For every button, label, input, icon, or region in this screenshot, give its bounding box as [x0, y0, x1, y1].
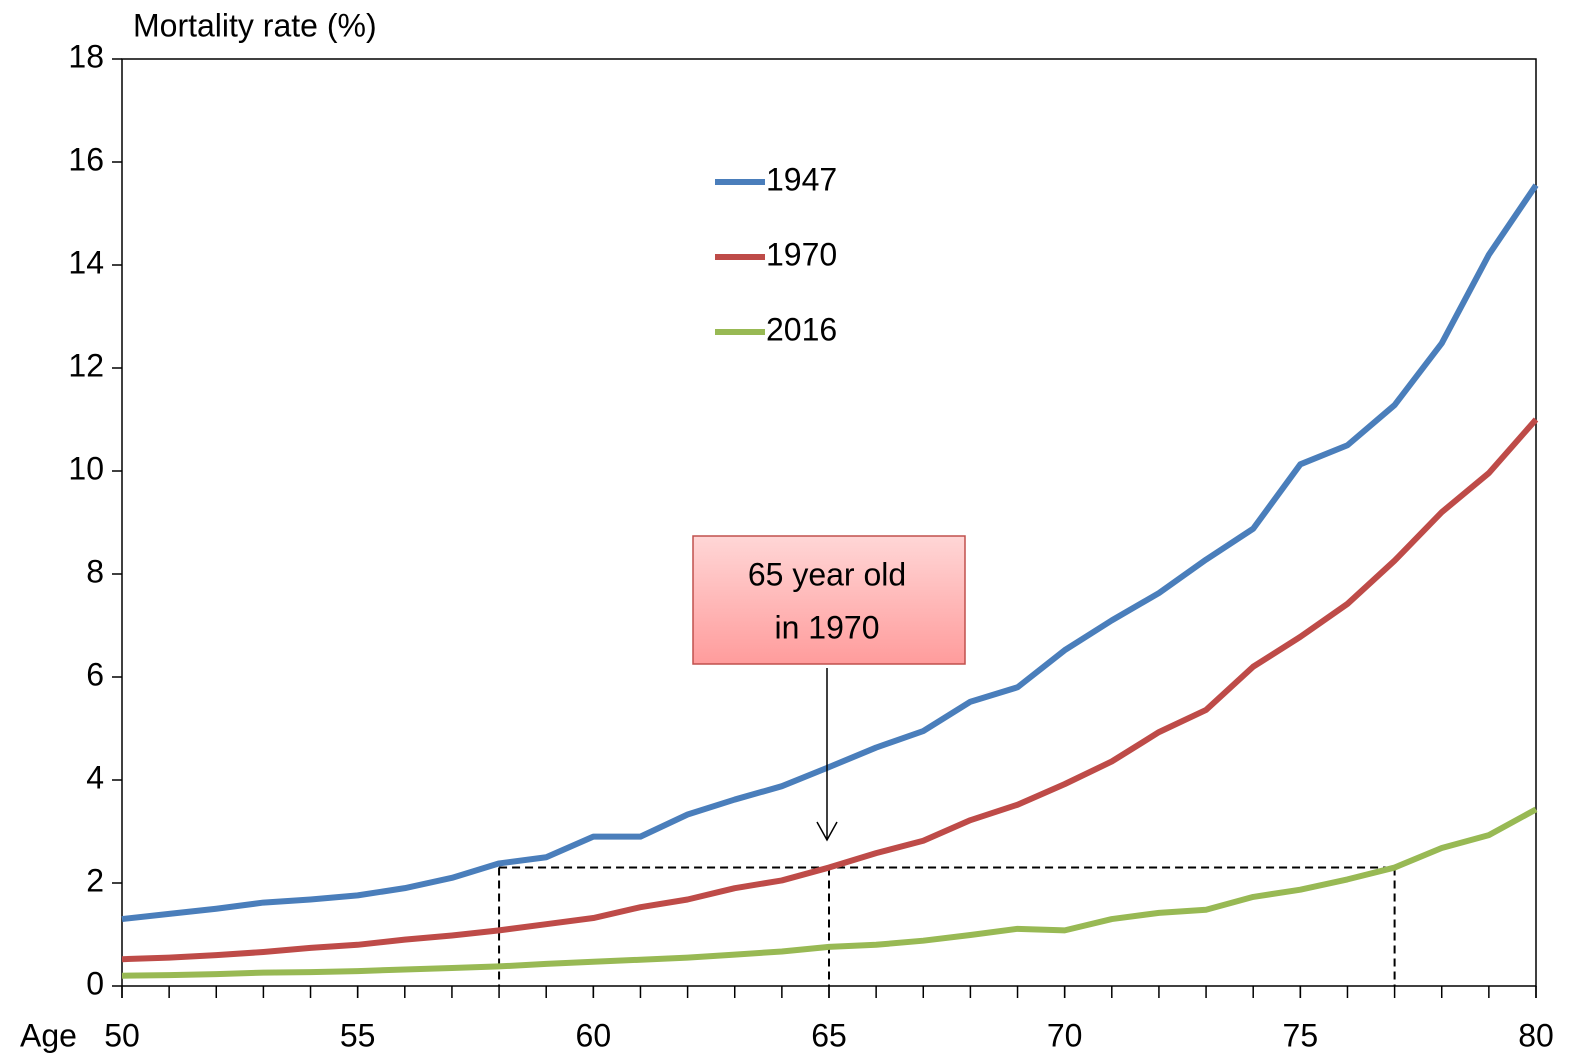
y-tick-label: 16 — [68, 141, 104, 177]
legend-label: 1947 — [766, 161, 837, 197]
x-tick-label: 70 — [1047, 1017, 1083, 1053]
legend-label: 2016 — [766, 311, 837, 347]
y-tick-label: 18 — [68, 38, 104, 74]
y-tick-label: 14 — [68, 244, 104, 280]
y-tick-label: 0 — [86, 965, 104, 1001]
y-tick-label: 2 — [86, 862, 104, 898]
x-axis-label: Age — [20, 1017, 77, 1053]
annotation-text: in 1970 — [775, 609, 880, 645]
x-tick-label: 55 — [340, 1017, 376, 1053]
legend-label: 1970 — [766, 236, 837, 272]
y-tick-label: 10 — [68, 450, 104, 486]
x-tick-label: 75 — [1283, 1017, 1319, 1053]
y-tick-label: 12 — [68, 347, 104, 383]
x-tick-label: 60 — [576, 1017, 612, 1053]
annotation-box — [692, 535, 966, 665]
series-line — [121, 806, 1538, 979]
x-tick-label: 50 — [104, 1017, 140, 1053]
y-tick-label: 4 — [86, 759, 104, 795]
y-tick-label: 6 — [86, 656, 104, 692]
annotation-text: 65 year old — [748, 556, 906, 592]
annotation-arrowhead — [816, 821, 838, 842]
series-line — [121, 417, 1539, 963]
y-tick-label: 8 — [86, 553, 104, 589]
plot-frame — [121, 58, 1537, 987]
x-tick-label: 65 — [811, 1017, 847, 1053]
y-axis-label: Mortality rate (%) — [133, 7, 377, 43]
x-tick-label: 80 — [1518, 1017, 1554, 1053]
series-line — [121, 183, 1539, 923]
